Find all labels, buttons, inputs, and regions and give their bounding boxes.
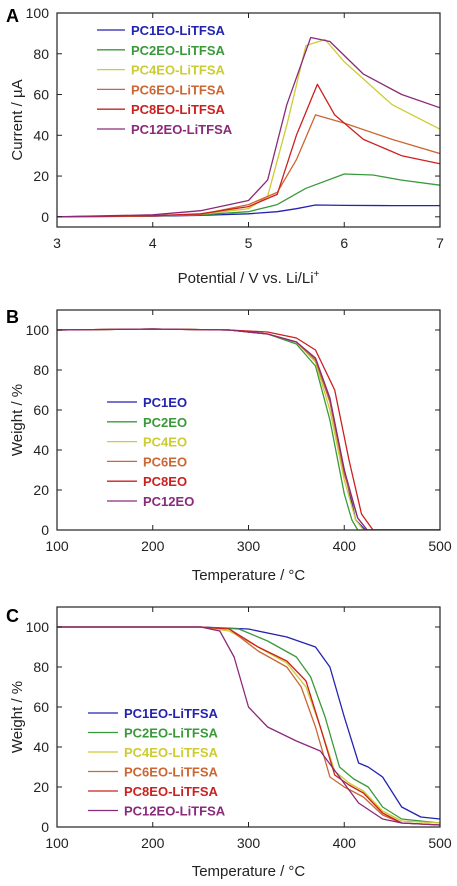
panel-c-series-line-pc6eo-litfsa [57, 626, 440, 826]
panel-c-x-axis-label-text: Temperature / °C [192, 863, 306, 880]
panel-c-x-tick-label: 400 [333, 835, 357, 851]
panel-b-series-line-pc8eo [57, 328, 440, 530]
panel-b-x-axis-label-text: Temperature / °C [192, 567, 306, 584]
panel-a-legend-label: PC2EO-LiTFSA [131, 43, 226, 58]
panel-a-legend-label: PC12EO-LiTFSA [131, 122, 233, 137]
panel-b-y-tick-label: 80 [33, 362, 49, 378]
panel-b-x-tick-label: 200 [141, 538, 165, 554]
panel-b-legend: PC1EO PC2EO PC4EO PC6EO PC8EO PC12EO [107, 395, 194, 509]
panel-c-legend-label: PC2EO-LiTFSA [124, 726, 219, 741]
panel-a-y-tick-label: 80 [33, 46, 49, 62]
panel-b-series-line-pc2eo [57, 328, 440, 530]
panel-c-x-tick-label: 500 [428, 835, 452, 851]
panel-c-series-group [57, 626, 440, 826]
panel-b-plot-frame [56, 309, 441, 531]
panel-b-series-line-pc1eo [57, 328, 440, 530]
panel-a-x-tick-label: 6 [340, 235, 348, 251]
panel-a-legend-label: PC4EO-LiTFSA [131, 63, 226, 78]
panel-a-x-axis-label-text: Potential / V vs. Li/Li [178, 270, 314, 287]
panel-b-y-axis-label: Weight / % [9, 384, 26, 456]
panel-a-x-tick-label: 3 [53, 235, 61, 251]
panel-b-label: B [6, 307, 19, 327]
panel-a: A 3 4 5 6 7 0 20 40 60 80 100 Potential / V vs. Li/L… [6, 5, 444, 287]
panel-c-y-tick-label: 20 [33, 779, 49, 795]
panel-c-legend: PC1EO-LiTFSA PC2EO-LiTFSA PC4EO-LiTFSA PC6E… [88, 706, 226, 819]
panel-c-legend-label: PC6EO-LiTFSA [124, 765, 219, 780]
panel-b-legend-label: PC2EO [143, 415, 187, 430]
panel-c-y-tick-label: 0 [41, 819, 49, 835]
panel-a-x-tick-label: 4 [149, 235, 157, 251]
panel-a-y-tick-label: 20 [33, 168, 49, 184]
panel-b-legend-label: PC8EO [143, 474, 187, 489]
panel-a-series-line-pc4eo-litfsa [57, 38, 440, 218]
panel-b-series-line-pc6eo [57, 328, 440, 530]
panel-c-legend-label: PC4EO-LiTFSA [124, 745, 219, 760]
panel-b-legend-label: PC1EO [143, 395, 187, 410]
panel-b-x-tick-label: 400 [333, 538, 357, 554]
panel-c-series-line-pc8eo-litfsa [57, 626, 440, 826]
panel-c-x-tick-label: 300 [237, 835, 261, 851]
panel-c-x-axis-label: Temperature / °C [192, 863, 306, 880]
panel-b: B 100 200 300 400 500 0 20 40 60 80 100 Temperature … [6, 307, 452, 584]
panel-a-series-line-pc8eo-litfsa [57, 83, 440, 218]
panel-b-x-axis-label: Temperature / °C [192, 567, 306, 584]
panel-b-y-tick-label: 0 [41, 522, 49, 538]
panel-b-y-tick-label: 100 [26, 322, 50, 338]
panel-a-legend-label: PC6EO-LiTFSA [131, 82, 226, 97]
panel-b-y-tick-label: 20 [33, 482, 49, 498]
panel-c-y-tick-label: 100 [26, 619, 50, 635]
panel-c-legend-label: PC8EO-LiTFSA [124, 784, 219, 799]
panel-c-series-line-pc2eo-litfsa [57, 626, 440, 824]
panel-b-x-tick-label: 500 [428, 538, 452, 554]
panel-c: C 100 200 300 400 500 0 20 40 60 80 100 Temperature … [6, 606, 452, 880]
panel-b-y-tick-label: 60 [33, 402, 49, 418]
panel-a-y-tick-label: 60 [33, 87, 49, 103]
panel-a-label: A [6, 6, 19, 26]
panel-c-y-tick-label: 80 [33, 659, 49, 675]
panel-a-y-tick-label: 40 [33, 127, 49, 143]
panel-c-x-tick-label: 100 [45, 835, 69, 851]
panel-b-y-tick-label: 40 [33, 442, 49, 458]
panel-a-y-axis-label: Current / µA [9, 79, 26, 160]
panel-a-x-tick-label: 5 [245, 235, 253, 251]
panel-c-y-tick-label: 60 [33, 699, 49, 715]
panel-a-y-tick-label: 100 [26, 5, 50, 21]
panel-b-legend-label: PC4EO [143, 435, 187, 450]
panel-c-x-tick-label: 200 [141, 835, 165, 851]
panel-a-series-line-pc12eo-litfsa [57, 36, 440, 218]
panel-b-legend-label: PC12EO [143, 494, 194, 509]
panel-c-series-line-pc1eo-litfsa [57, 626, 440, 820]
panel-b-x-tick-label: 300 [237, 538, 261, 554]
panel-a-series-group [57, 36, 440, 218]
panel-a-legend-label: PC8EO-LiTFSA [131, 102, 226, 117]
panel-c-y-tick-label: 40 [33, 739, 49, 755]
panel-a-series-line-pc2eo-litfsa [57, 173, 440, 218]
panel-a-x-axis-label-sup: + [314, 269, 320, 280]
panel-a-x-axis-label: Potential / V vs. Li/Li+ [178, 269, 320, 287]
panel-c-legend-label: PC1EO-LiTFSA [124, 706, 219, 721]
panel-b-legend-label: PC6EO [143, 454, 187, 469]
panel-a-y-tick-label: 0 [41, 209, 49, 225]
panel-a-series-line-pc6eo-litfsa [57, 114, 440, 218]
panel-c-plot-frame [56, 606, 441, 828]
panel-a-legend-label: PC1EO-LiTFSA [131, 23, 226, 38]
panel-a-x-tick-label: 7 [436, 235, 444, 251]
panel-c-label: C [6, 606, 19, 626]
panel-b-series-line-pc12eo [57, 328, 440, 530]
panel-b-series-line-pc4eo [57, 328, 440, 530]
panel-c-series-line-pc12eo-litfsa [57, 626, 440, 826]
panel-a-legend: PC1EO-LiTFSA PC2EO-LiTFSA PC4EO-LiTFSA PC6E… [97, 23, 233, 137]
panel-c-y-axis-label: Weight / % [9, 681, 26, 753]
panel-b-x-tick-label: 100 [45, 538, 69, 554]
panel-b-series-group [57, 328, 440, 530]
panel-c-series-line-pc4eo-litfsa [57, 626, 440, 824]
panel-c-legend-label: PC12EO-LiTFSA [124, 804, 226, 819]
panel-a-plot-frame [56, 12, 441, 228]
